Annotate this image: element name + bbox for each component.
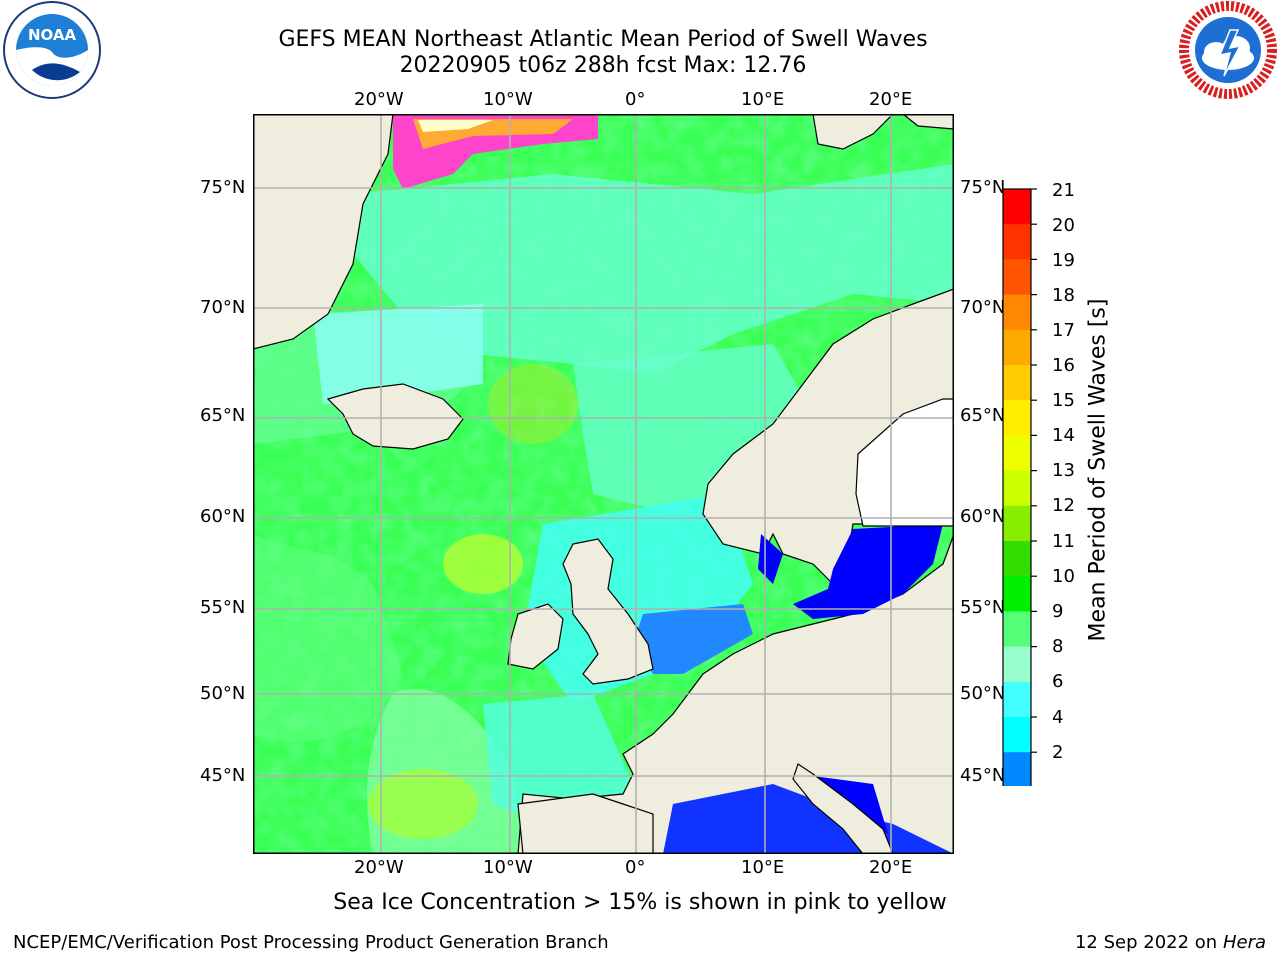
lat-label-left: 75°N	[200, 177, 246, 198]
colorbar-tick: 20	[1052, 215, 1075, 236]
colorbar-segment	[1003, 646, 1031, 683]
swell-region-cyan	[573, 344, 813, 514]
swell-region-cyan	[313, 304, 483, 404]
land-iceland	[326, 383, 464, 450]
lon-label-top: 10°W	[483, 89, 533, 110]
sea-ice-note: Sea Ice Concentration > 15% is shown in …	[333, 890, 947, 915]
colorbar-segment	[1003, 681, 1031, 718]
lon-label-bottom: 20°W	[354, 857, 404, 878]
colorbar-tick: 14	[1052, 425, 1075, 446]
colorbar-tick: 16	[1052, 355, 1075, 376]
colorbar-tick: 8	[1052, 636, 1064, 657]
colorbar-tick: 6	[1052, 671, 1064, 692]
lat-label-left: 70°N	[200, 297, 246, 318]
colorbar-segment	[1003, 611, 1031, 648]
map-gridlines	[253, 114, 954, 854]
land-white-region	[855, 398, 954, 527]
colorbar-segment	[1003, 224, 1031, 260]
lon-label-top: 0°	[625, 89, 646, 110]
swell-region-baltic	[793, 524, 943, 619]
swell-patch-high	[488, 364, 578, 444]
map-frame	[253, 114, 954, 854]
colorbar-frame	[1002, 188, 1032, 786]
swell-patch-high	[443, 534, 523, 594]
sea-ice	[418, 120, 493, 132]
lon-label-bottom: 0°	[625, 857, 646, 878]
land-great-britain	[562, 538, 654, 685]
land-iberia	[517, 793, 654, 854]
noaa-logo-text: NOAA	[28, 26, 77, 44]
colorbar	[1002, 188, 1037, 786]
colorbar-tick: 19	[1052, 250, 1075, 271]
land-svalbard	[812, 114, 894, 150]
lat-label-right: 75°N	[960, 177, 1006, 198]
lat-label-left: 60°N	[200, 506, 246, 527]
colorbar-tick: 10	[1052, 566, 1075, 587]
colorbar-tick: 17	[1052, 320, 1075, 341]
lon-label-top: 20°E	[869, 89, 913, 110]
colorbar-segment	[1003, 752, 1031, 786]
swell-patch-high	[368, 769, 478, 839]
land-svalbard	[902, 114, 954, 130]
colorbar-segment	[1003, 505, 1031, 542]
colorbar-tick: 21	[1052, 180, 1075, 201]
lat-label-right: 60°N	[960, 506, 1006, 527]
colorbar-segment	[1003, 365, 1031, 401]
title-line-1: GEFS MEAN Northeast Atlantic Mean Period…	[278, 27, 928, 52]
footer-machine: Hera	[1222, 932, 1266, 953]
swell-band-light	[253, 534, 403, 742]
colorbar-segment	[1003, 576, 1031, 612]
colorbar-segment	[1003, 329, 1031, 366]
footer-date: 12 Sep 2022 on Hera	[1075, 932, 1266, 953]
colorbar-tick: 13	[1052, 460, 1075, 481]
colorbar-label: Mean Period of Swell Waves [s]	[1085, 298, 1111, 642]
lat-label-right: 50°N	[960, 683, 1006, 704]
land-greenland	[253, 114, 394, 350]
footer-credit: NCEP/EMC/Verification Post Processing Pr…	[13, 932, 609, 953]
lat-label-left: 45°N	[200, 765, 246, 786]
lat-label-right: 70°N	[960, 297, 1006, 318]
colorbar-tick: 4	[1052, 707, 1064, 728]
colorbar-segment	[1003, 435, 1031, 472]
colorbar-segment	[1003, 717, 1031, 753]
colorbar-tick: 11	[1052, 531, 1075, 552]
colorbar-segment	[1003, 259, 1031, 296]
lat-label-left: 55°N	[200, 597, 246, 618]
lat-label-left: 50°N	[200, 683, 246, 704]
nws-logo	[1179, 1, 1277, 99]
swell-region-cyan	[353, 164, 954, 374]
colorbar-tick: 12	[1052, 495, 1075, 516]
colorbar-tick: 15	[1052, 390, 1075, 411]
title-line-2: 20220905 t06z 288h fcst Max: 12.76	[399, 53, 807, 78]
colorbar-segment	[1003, 189, 1031, 225]
lon-label-top: 20°W	[354, 89, 404, 110]
lon-label-bottom: 10°E	[741, 857, 785, 878]
colorbar-segment	[1003, 541, 1031, 577]
map-plot	[253, 114, 954, 854]
colorbar-segment	[1003, 294, 1031, 331]
lat-label-left: 65°N	[200, 405, 246, 426]
footer-date-text: 12 Sep 2022 on	[1074, 932, 1218, 953]
lon-label-bottom: 20°E	[869, 857, 913, 878]
colorbar-segment	[1003, 400, 1031, 436]
colorbar-tick: 9	[1052, 601, 1064, 622]
swell-region-blue	[633, 604, 753, 674]
colorbar-segment	[1003, 470, 1031, 507]
land-italy	[792, 763, 894, 854]
lon-label-bottom: 10°W	[483, 857, 533, 878]
noaa-logo: NOAA	[3, 1, 101, 99]
lat-label-right: 55°N	[960, 597, 1006, 618]
lat-label-right: 45°N	[960, 765, 1006, 786]
colorbar-tick: 18	[1052, 285, 1075, 306]
lon-label-top: 10°E	[741, 89, 785, 110]
colorbar-tick: 2	[1052, 742, 1064, 763]
lat-label-right: 65°N	[960, 405, 1006, 426]
